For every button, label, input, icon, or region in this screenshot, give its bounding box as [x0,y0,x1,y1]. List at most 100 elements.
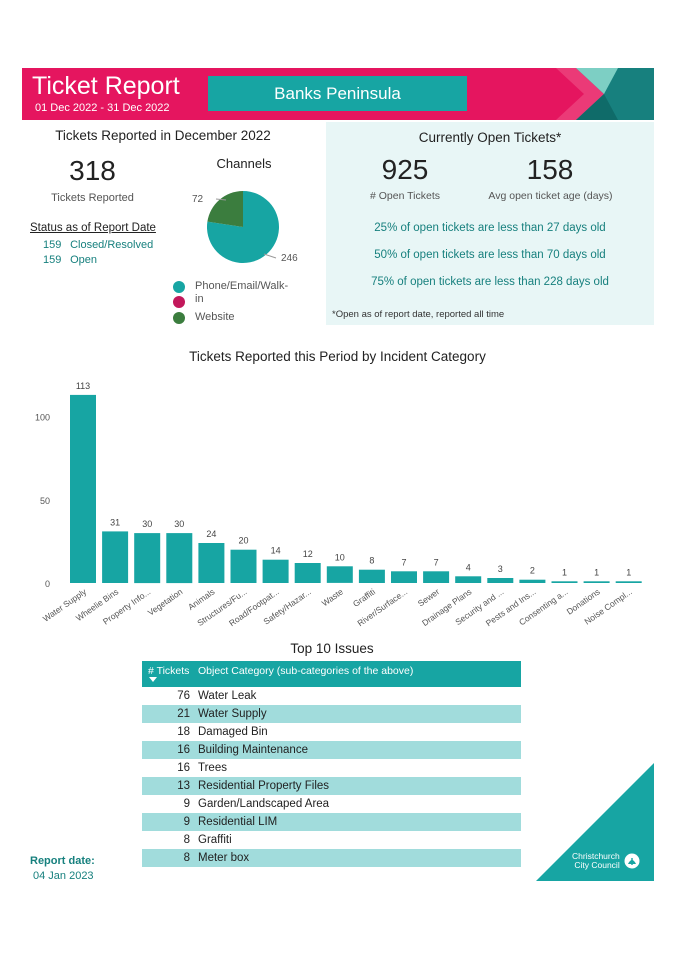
sort-caret-icon[interactable] [149,677,157,682]
issue-count: 9 [183,798,190,810]
table-row: 8 Graffiti [142,831,521,849]
legend-swatch-phone [173,281,185,293]
bar-value-label: 7 [434,557,439,567]
issue-label: Damaged Bin [198,726,268,738]
bar-value-label: 14 [271,546,281,556]
table-row: 18 Damaged Bin [142,723,521,741]
council-emblem-icon [624,853,640,869]
bar-value-label: 2 [530,566,535,576]
table-row: 21 Water Supply [142,705,521,723]
bar-16[interactable] [583,581,610,583]
status-open-count: 159 [43,254,62,266]
bar-8[interactable] [326,566,353,583]
header-decoration [556,68,654,120]
table-row: 13 Residential Property Files [142,777,521,795]
issue-label: Garden/Landscaped Area [198,798,330,810]
report-date-label: Report date: [30,855,95,867]
tickets-reported-count: 318 [69,155,116,186]
legend-item-website: Website [173,311,235,324]
y-tick-label: 50 [40,496,50,506]
bar-7[interactable] [294,563,321,583]
issue-count: 13 [177,780,190,792]
pie-leader-line-1 [215,198,227,201]
bar-4[interactable] [198,543,225,583]
bar-value-label: 113 [76,381,90,391]
bar-value-label: 1 [594,567,599,577]
bar-6[interactable] [262,559,289,583]
legend-swatch-other [173,296,185,308]
bar-11[interactable] [423,571,450,583]
issue-label: Water Supply [198,708,267,720]
bar-2[interactable] [134,533,161,584]
bar-value-label: 10 [335,552,345,562]
table-row: 9 Garden/Landscaped Area [142,795,521,813]
status-closed: 159 Closed/Resolved [43,239,153,251]
region-name: Banks Peninsula [208,76,467,111]
bar-chart-title: Tickets Reported this Period by Incident… [189,349,486,364]
bar-10[interactable] [391,571,417,583]
tickets-reported-label: Tickets Reported [51,192,134,204]
council-logo: Christchurch City Council [572,852,640,870]
logo-line-1: Christchurch [572,851,620,861]
bar-9[interactable] [358,569,385,583]
footer-decoration [536,763,654,881]
open-tickets-count: 925 [381,154,429,185]
open-tickets-count-label: # Open Tickets [369,190,441,202]
issue-count: 9 [183,816,190,828]
issue-count: 8 [183,852,190,864]
pie-data-label-0: 246 [281,253,298,264]
pie-slice-0 [206,191,279,263]
y-tick-label: 0 [45,579,50,589]
issue-count: 16 [177,762,190,774]
bar-value-label: 1 [626,567,631,577]
issue-count: 18 [177,726,190,738]
bar-5[interactable] [230,549,257,583]
issue-count: 16 [177,744,190,756]
bar-13[interactable] [487,578,514,583]
pie-data-label-1: 72 [192,194,204,205]
top-issues-table-header: # Tickets Object Category (sub-categorie… [142,661,521,687]
legend-swatch-website [173,312,185,324]
bar-0[interactable] [70,394,96,583]
report-date-range: 01 Dec 2022 - 31 Dec 2022 [35,102,170,114]
pie-slice-1 [207,191,243,227]
bar-14[interactable] [519,579,546,583]
table-row: 16 Building Maintenance [142,741,521,759]
status-open-label: Open [70,254,97,266]
table-row: 76 Water Leak [142,687,521,705]
issue-label: Residential LIM [198,816,278,828]
x-tick-label: Graffiti [351,586,377,609]
issue-count: 76 [177,690,190,702]
pie-leader-line-0 [263,253,277,259]
percentile-25: 25% of open tickets are less than 27 day… [374,222,606,234]
open-tickets-footnote: *Open as of report date, reported all ti… [332,309,505,320]
avg-open-age-label: Avg open ticket age (days) [488,190,613,202]
legend-label-website: Website [195,311,235,323]
channels-heading: Channels [216,156,272,171]
legend-label-phone: Phone/Email/Walk- in [195,280,289,305]
bar-3[interactable] [166,533,193,584]
bar-15[interactable] [551,581,578,583]
issue-label: Trees [198,762,227,774]
open-tickets-heading: Currently Open Tickets* [418,130,562,145]
y-tick-label: 100 [35,413,50,423]
report-date-value: 04 Jan 2023 [33,870,94,882]
status-open: 159 Open [43,254,97,266]
column-header-tickets[interactable]: # Tickets [148,665,190,677]
bar-1[interactable] [102,531,129,583]
bar-12[interactable] [455,576,482,583]
x-tick-label: Waste [320,586,345,608]
column-header-category[interactable]: Object Category (sub-categories of the a… [198,665,414,677]
issue-count: 8 [183,834,190,846]
table-row: 16 Trees [142,759,521,777]
bar-value-label: 31 [110,517,120,527]
issue-label: Residential Property Files [198,780,330,792]
bar-17[interactable] [615,581,642,583]
avg-open-age: 158 [526,154,574,185]
top-issues-title: Top 10 Issues [290,641,374,656]
status-heading: Status as of Report Date [30,222,156,234]
table-row: 8 Meter box [142,849,521,867]
issue-count: 21 [177,708,190,720]
bar-value-label: 1 [562,567,567,577]
bar-value-label: 30 [142,519,152,529]
